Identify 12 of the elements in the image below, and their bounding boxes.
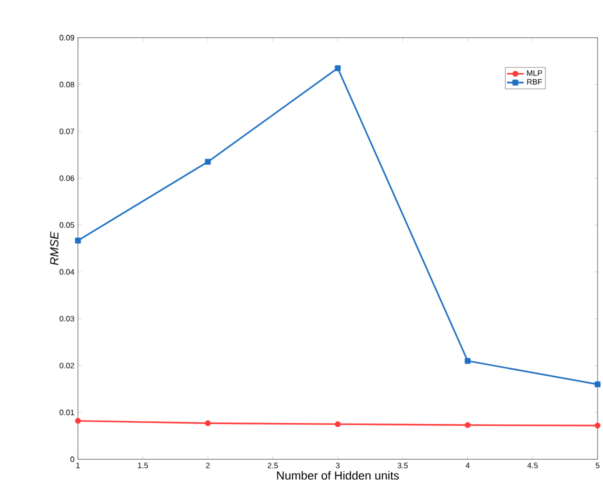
point xyxy=(204,158,211,165)
point xyxy=(464,422,471,428)
point xyxy=(334,421,341,428)
point xyxy=(204,420,211,426)
point xyxy=(75,238,81,244)
point xyxy=(75,418,81,424)
y-axis-title: RMSE xyxy=(50,231,58,266)
point xyxy=(464,358,471,364)
point xyxy=(334,65,341,72)
point xyxy=(594,422,601,429)
point xyxy=(594,381,601,388)
x-axis-title: Number of Hidden units xyxy=(277,471,399,480)
